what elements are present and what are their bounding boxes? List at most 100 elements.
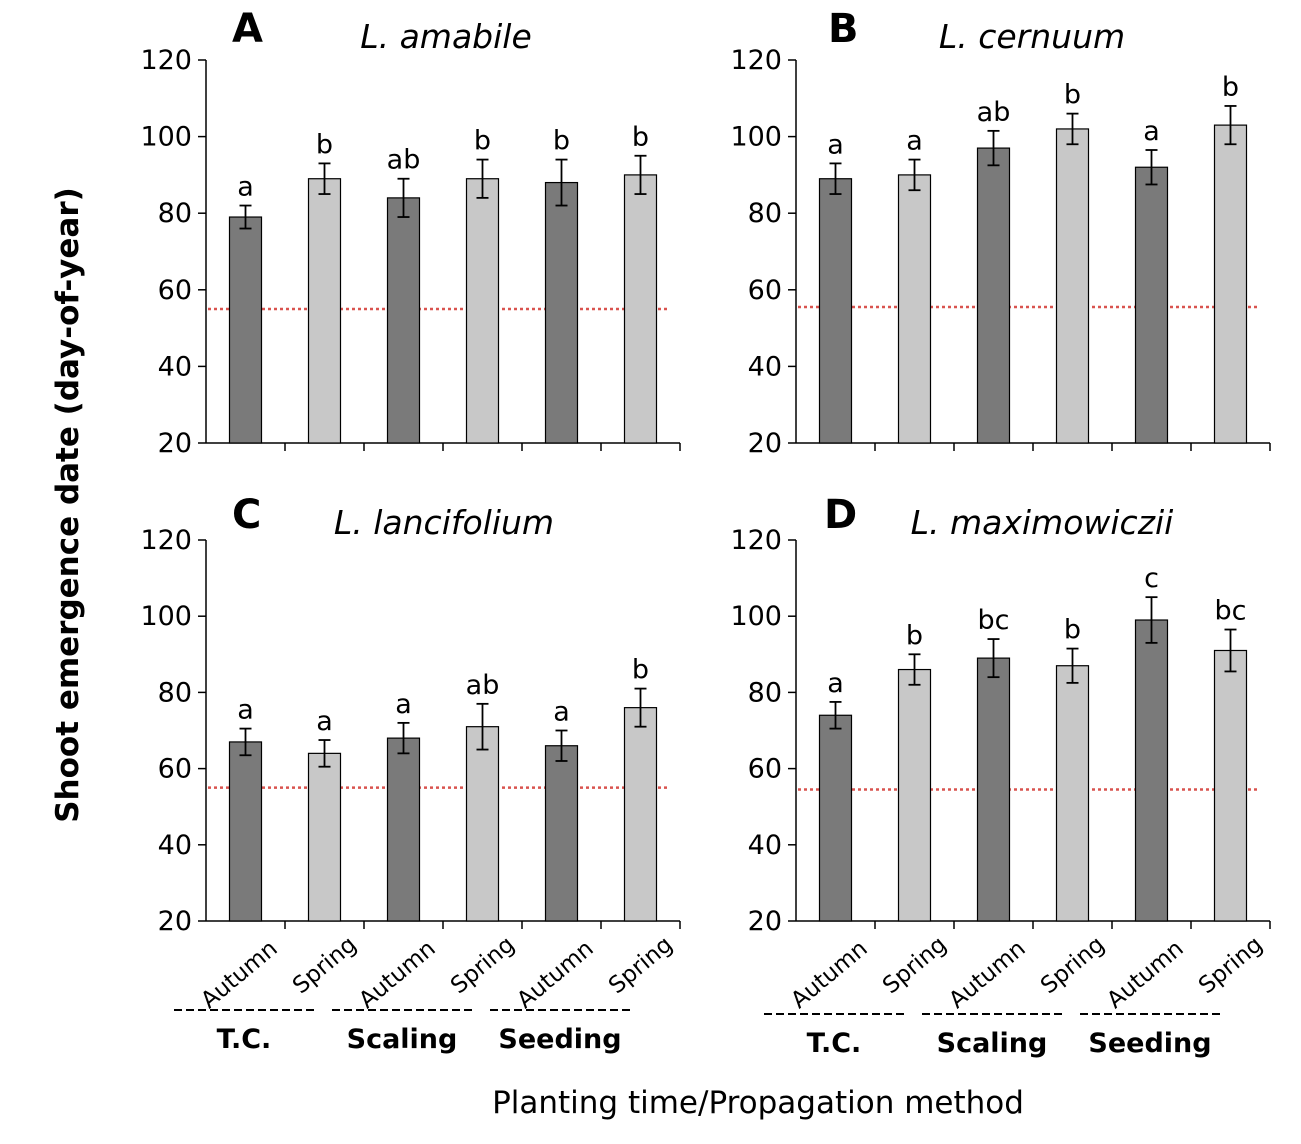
y-tick-label: 20 — [748, 428, 782, 459]
significance-label: ab — [387, 145, 421, 176]
panel-title: L. maximowiczii — [911, 503, 1174, 542]
panel-letter: A — [232, 6, 263, 52]
y-tick-label: 100 — [140, 122, 192, 153]
significance-label: a — [553, 697, 570, 728]
significance-label: b — [906, 620, 923, 651]
bar — [1055, 128, 1090, 444]
bar — [465, 726, 500, 922]
y-tick-label: 60 — [748, 275, 782, 306]
category-label: Autumn — [196, 936, 282, 1014]
category-label: Autumn — [354, 936, 440, 1014]
category-label: Spring — [1194, 932, 1268, 1000]
bar — [1213, 649, 1248, 922]
bar — [897, 668, 932, 922]
significance-label: a — [237, 695, 254, 726]
bar — [1134, 166, 1169, 444]
bar — [1055, 665, 1090, 922]
group-label: Scaling — [347, 1024, 458, 1055]
y-tick-label: 120 — [730, 45, 782, 76]
significance-label: b — [1064, 80, 1081, 111]
significance-label: b — [1222, 72, 1239, 103]
category-label: Autumn — [944, 936, 1030, 1014]
y-axis-title: Shoot emergence date (day-of-year) — [50, 187, 86, 823]
significance-label: a — [316, 706, 333, 737]
category-label: Spring — [446, 932, 520, 1000]
y-tick-label: 40 — [158, 351, 192, 382]
bar — [307, 178, 342, 444]
significance-label: b — [1064, 615, 1081, 646]
group-label: T.C. — [807, 1028, 862, 1059]
bar — [976, 657, 1011, 922]
panel-title: L. lancifolium — [334, 503, 554, 542]
panel-letter: D — [824, 492, 857, 538]
significance-label: b — [632, 122, 649, 153]
category-label: Spring — [878, 932, 952, 1000]
y-tick-label: 100 — [730, 601, 782, 632]
y-tick-label: 60 — [158, 754, 192, 785]
y-tick-label: 40 — [748, 830, 782, 861]
significance-label: b — [632, 655, 649, 686]
panel-title: L. cernuum — [939, 17, 1125, 56]
y-tick-label: 40 — [748, 351, 782, 382]
bar — [228, 741, 263, 922]
y-tick-label: 80 — [748, 677, 782, 708]
bar — [897, 174, 932, 444]
bar — [976, 147, 1011, 444]
y-tick-label: 60 — [748, 754, 782, 785]
y-tick-label: 20 — [748, 906, 782, 937]
y-tick-label: 120 — [140, 525, 192, 556]
bar — [818, 714, 853, 922]
significance-label: ab — [466, 670, 500, 701]
y-tick-label: 100 — [730, 122, 782, 153]
significance-label: a — [395, 689, 412, 720]
bar — [307, 752, 342, 922]
significance-label: c — [1144, 563, 1159, 594]
bar — [544, 181, 579, 444]
bar — [465, 178, 500, 444]
category-label: Autumn — [786, 936, 872, 1014]
bar — [1134, 619, 1169, 922]
y-tick-label: 80 — [158, 198, 192, 229]
significance-label: ab — [977, 97, 1011, 128]
y-tick-label: 80 — [748, 198, 782, 229]
group-label: Seeding — [1088, 1028, 1211, 1059]
group-label: Scaling — [937, 1028, 1048, 1059]
significance-label: bc — [1215, 596, 1247, 627]
bar — [623, 707, 658, 922]
y-tick-label: 100 — [140, 601, 192, 632]
bar — [1213, 124, 1248, 444]
group-label: T.C. — [217, 1024, 272, 1055]
significance-label: a — [1143, 116, 1160, 147]
panel-title: L. amabile — [360, 17, 532, 56]
bar — [818, 178, 853, 444]
significance-label: a — [906, 126, 923, 157]
y-tick-label: 60 — [158, 275, 192, 306]
significance-label: b — [474, 126, 491, 157]
category-label: Autumn — [1102, 936, 1188, 1014]
y-tick-label: 20 — [158, 906, 192, 937]
group-label: Seeding — [498, 1024, 621, 1055]
x-axis-title: Planting time/Propagation method — [492, 1085, 1024, 1121]
bar — [386, 737, 421, 922]
significance-label: a — [827, 668, 844, 699]
bar — [386, 197, 421, 444]
significance-label: a — [827, 129, 844, 160]
panel-letter: B — [828, 6, 859, 52]
significance-label: b — [553, 126, 570, 157]
panel-letter: C — [232, 492, 261, 538]
y-tick-label: 120 — [140, 45, 192, 76]
bar — [228, 216, 263, 444]
category-label: Spring — [1036, 932, 1110, 1000]
y-tick-label: 20 — [158, 428, 192, 459]
category-label: Spring — [604, 932, 678, 1000]
y-tick-label: 80 — [158, 677, 192, 708]
y-tick-label: 40 — [158, 830, 192, 861]
bar — [623, 174, 658, 444]
significance-label: a — [237, 172, 254, 203]
